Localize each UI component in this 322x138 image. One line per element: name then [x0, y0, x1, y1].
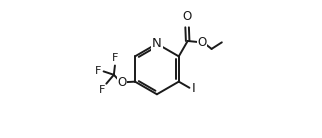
Text: N: N — [152, 37, 162, 50]
Text: I: I — [192, 82, 196, 95]
Text: F: F — [99, 85, 105, 95]
Text: F: F — [112, 53, 118, 63]
Text: O: O — [118, 76, 127, 89]
Text: O: O — [197, 36, 206, 49]
Text: O: O — [183, 10, 192, 23]
Text: F: F — [95, 66, 101, 76]
